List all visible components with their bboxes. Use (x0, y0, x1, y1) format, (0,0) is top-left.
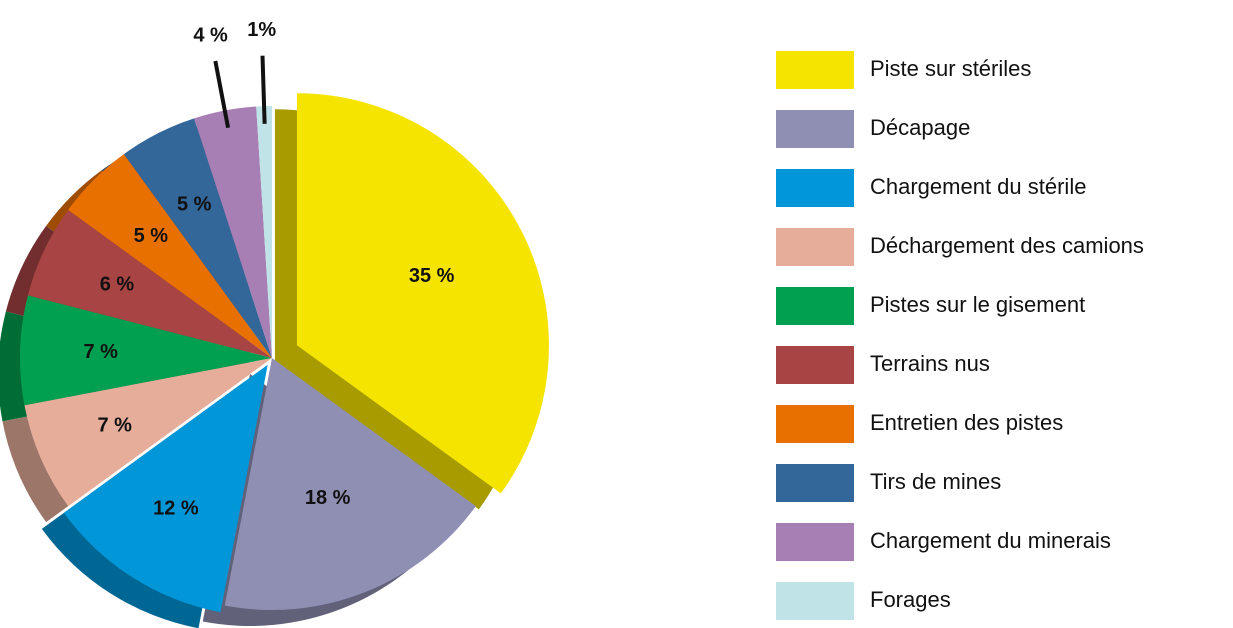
legend-label: Déchargement des camions (870, 233, 1144, 258)
legend-label: Piste sur stériles (870, 56, 1031, 81)
legend-label: Forages (870, 587, 951, 612)
slice (224, 358, 476, 610)
legend-swatch (776, 523, 854, 561)
data-label: 35 % (409, 265, 455, 287)
legend-swatch (776, 287, 854, 325)
data-label: 5 % (134, 225, 169, 247)
slice (19, 295, 272, 406)
legend-swatch (776, 228, 854, 266)
legend-swatch (776, 464, 854, 502)
legend-label: Chargement du stérile (870, 174, 1086, 199)
legend-label: Pistes sur le gisement (870, 292, 1085, 317)
data-label: 6 % (100, 273, 135, 295)
legend-swatch (776, 582, 854, 620)
legend-label: Chargement du minerais (870, 528, 1111, 553)
slice (27, 209, 273, 358)
data-label: 5 % (177, 194, 212, 216)
legend-label: Tirs de mines (870, 469, 1001, 494)
leader-line (213, 60, 231, 129)
slice (123, 118, 272, 358)
slice (68, 154, 272, 358)
data-label: 18 % (305, 487, 351, 509)
pie: 35 % 18 % 12 % 7 % 7 % 6 % 5 % 5 % 4 % 1% (0, 19, 549, 628)
slice (194, 106, 272, 359)
legend-swatch (776, 110, 854, 148)
data-label: 12 % (153, 498, 199, 520)
data-label: 4 % (193, 24, 228, 46)
leader-line (260, 55, 267, 124)
legend-swatch (776, 405, 854, 443)
legend-swatch (776, 346, 854, 384)
legend-label: Entretien des pistes (870, 410, 1063, 435)
legend-swatch (776, 51, 854, 89)
legend-label: Terrains nus (870, 351, 990, 376)
slice (63, 364, 268, 613)
legend: Piste sur stériles Décapage Chargement du … (776, 51, 1144, 620)
data-label: 1% (247, 19, 276, 41)
slice (24, 358, 273, 507)
legend-swatch (776, 169, 854, 207)
slice (256, 106, 272, 358)
data-label: 7 % (83, 341, 118, 363)
slice (296, 93, 549, 494)
legend-label: Décapage (870, 115, 970, 140)
data-label: 7 % (97, 414, 132, 436)
